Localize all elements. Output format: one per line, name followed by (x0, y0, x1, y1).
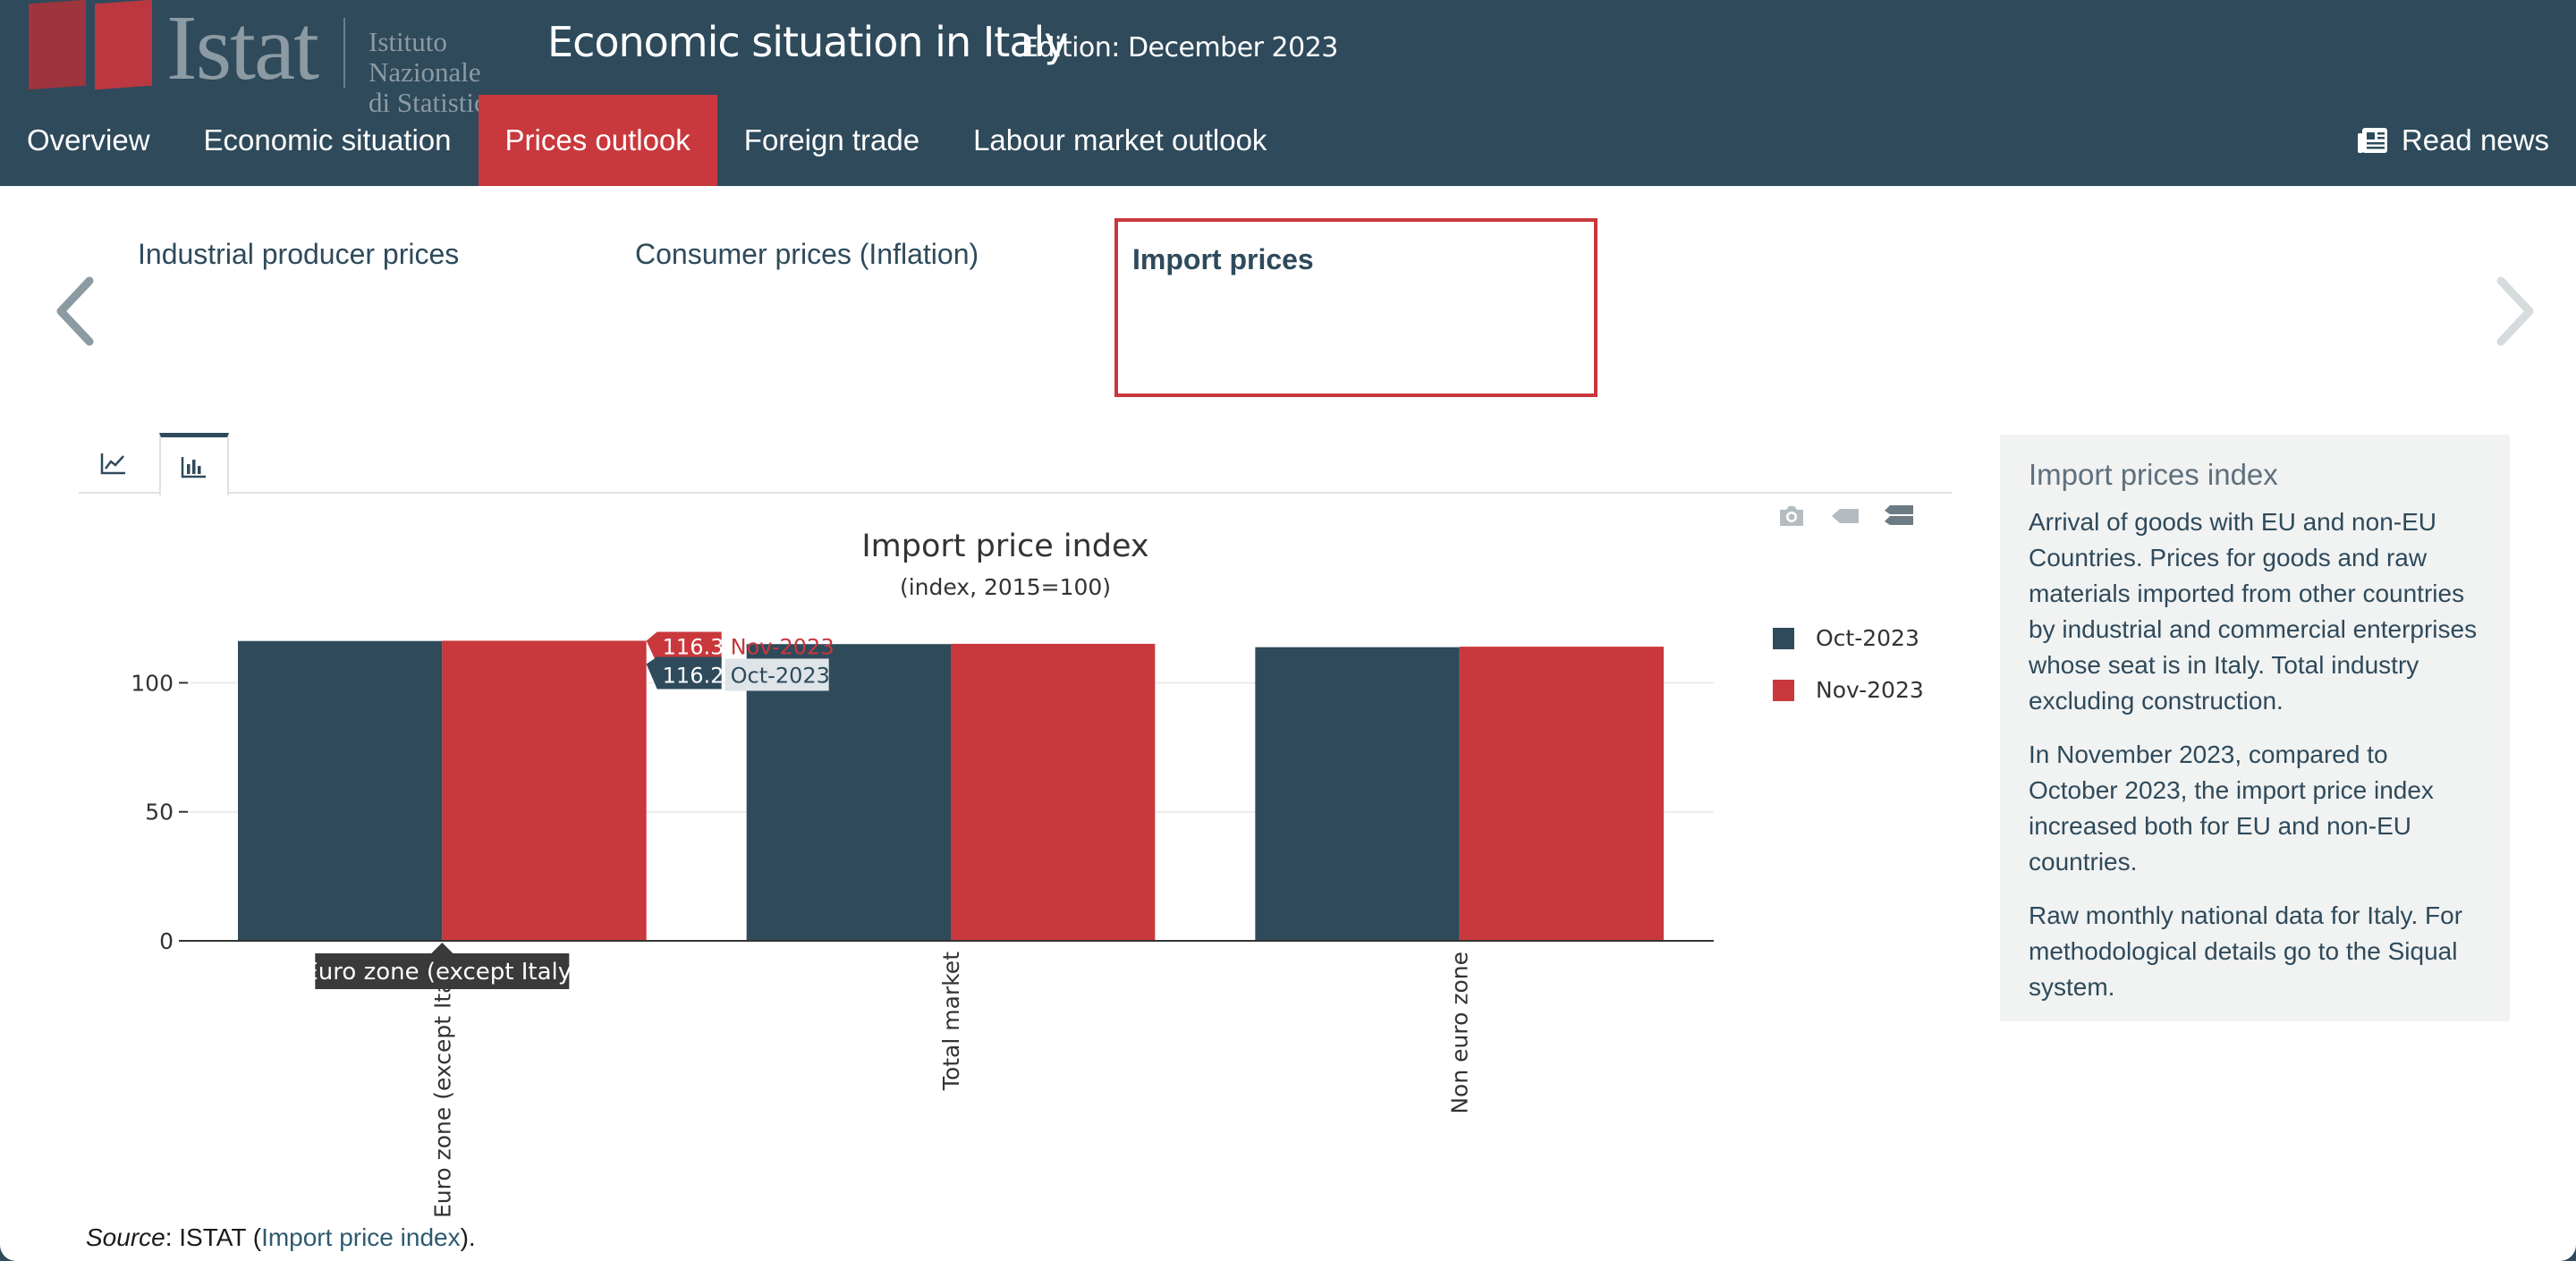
bar[interactable] (238, 640, 443, 941)
hover-oct-box (646, 656, 722, 690)
nav-overview[interactable]: Overview (27, 123, 150, 157)
info-paragraph-3: Raw monthly national data for Italy. For… (2029, 901, 2463, 1001)
chart-modebar (1776, 503, 1914, 531)
y-tick-label: 50 (145, 800, 174, 825)
subtab-import-prices[interactable]: Import prices (1114, 218, 1597, 397)
hover-category-label: Euro zone (except Italy) (303, 959, 580, 986)
legend-swatch[interactable] (1773, 628, 1794, 649)
nav-foreign-trade[interactable]: Foreign trade (743, 123, 920, 157)
logo-subtitle: Istituto Nazionale di Statistica (369, 27, 547, 118)
chevron-right-icon[interactable] (2490, 268, 2540, 354)
subtab-consumer-prices[interactable]: Consumer prices (Inflation) (635, 238, 979, 270)
logo-square-light (95, 0, 152, 90)
bar[interactable] (1459, 647, 1664, 941)
info-paragraph-2: In November 2023, compared to October 20… (2029, 741, 2434, 876)
bar-chart-icon (181, 456, 206, 478)
hover-oct-value: 116.2 (663, 663, 724, 688)
istat-logo[interactable]: Istat Istituto Nazionale di Statistica (23, 0, 524, 118)
logo-word: Istat (166, 0, 319, 99)
logo-subtitle-line1: Istituto Nazionale (369, 26, 481, 88)
chevron-left-icon[interactable] (50, 268, 100, 354)
y-tick-label: 0 (159, 928, 174, 954)
bar-view-tab[interactable] (159, 433, 229, 495)
nav-prices-outlook[interactable]: Prices outlook (478, 95, 717, 186)
line-chart-icon (100, 453, 125, 475)
source-label: Source (86, 1223, 165, 1251)
newspaper-icon (2357, 128, 2387, 153)
app-title: Economic situation in Italy (547, 18, 1069, 66)
source-link[interactable]: Import price index (261, 1223, 461, 1251)
source-end: ). (460, 1223, 476, 1251)
hover-nov-box (646, 631, 722, 664)
subtab-industrial-producer-prices[interactable]: Industrial producer prices (138, 238, 460, 270)
read-news-label: Read news (2401, 123, 2549, 157)
bar[interactable] (1255, 647, 1460, 941)
chart-title: Import price index (861, 529, 1148, 564)
x-tick-label: Non euro zone (1447, 952, 1473, 1114)
legend-label[interactable]: Nov-2023 (1816, 677, 1924, 703)
main-nav: Overview Economic situation Prices outlo… (0, 95, 1293, 186)
x-tick-label: Total market (938, 952, 964, 1091)
edition-label: Edition: December 2023 (1021, 32, 1338, 63)
compare-icon[interactable] (1884, 503, 1914, 529)
import-price-chart: Import price index (index, 2015=100) 0 50… (131, 529, 1924, 1216)
info-title: Import prices index (2029, 458, 2278, 491)
bar[interactable] (951, 643, 1156, 941)
read-news-link[interactable]: Read news (2357, 95, 2549, 186)
logo-square-dark (29, 0, 86, 90)
info-paragraph-1: Arrival of goods with EU and non-EU Coun… (2029, 508, 2478, 715)
nav-labour-market-outlook[interactable]: Labour market outlook (973, 123, 1267, 157)
x-tick-label: Euro zone (except Italy) (429, 952, 455, 1216)
hover-oct-label: Oct-2023 (731, 663, 830, 688)
tag-icon[interactable] (1830, 503, 1860, 529)
logo-divider (343, 18, 345, 88)
y-tick-label: 100 (131, 670, 174, 696)
line-view-tab[interactable] (79, 433, 148, 494)
logo-subtitle-line2: di Statistica (369, 87, 499, 118)
header: Istat Istituto Nazionale di Statistica E… (0, 0, 2576, 186)
source-note: Source: ISTAT (Import price index). (86, 1223, 476, 1252)
hover-nov-label: Nov-2023 (731, 634, 835, 659)
hover-nov-value: 116.3 (663, 634, 724, 659)
chart-view-tabs (79, 433, 1952, 495)
legend-label[interactable]: Oct-2023 (1816, 625, 1919, 651)
info-panel: Import prices index Arrival of goods wit… (2000, 435, 2510, 1021)
nav-economic-situation[interactable]: Economic situation (203, 123, 452, 157)
source-text: : ISTAT ( (165, 1223, 262, 1251)
hover-oct-label-bg (724, 658, 829, 691)
hover-category-box (315, 943, 570, 989)
camera-icon[interactable] (1776, 503, 1807, 529)
bar[interactable] (746, 644, 951, 941)
legend-swatch[interactable] (1773, 680, 1794, 701)
bar[interactable] (442, 640, 647, 941)
prices-subtabs: Industrial producer prices Consumer pric… (0, 206, 2576, 402)
chart-subtitle: (index, 2015=100) (900, 574, 1111, 600)
